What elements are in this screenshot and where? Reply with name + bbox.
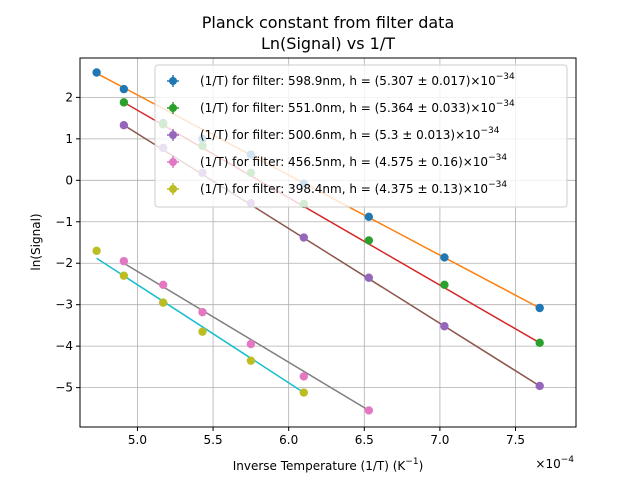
x-tick-label: 7.0	[430, 433, 449, 447]
legend-label-3: (1/T) for filter: 500.6nm, h = (5.3 ± 0.…	[200, 126, 500, 142]
plot-area-frame	[79, 57, 577, 428]
legend-label-2: (1/T) for filter: 551.0nm, h = (5.364 ± …	[200, 99, 515, 115]
legend: (1/T) for filter: 598.9nm, h = (5.307 ± …	[154, 64, 568, 208]
data-point-series-2	[535, 338, 544, 348]
y-tick-label: 1	[65, 132, 73, 146]
y-tick-label: −3	[55, 298, 73, 312]
y-axis-label: ln(Signal)	[29, 213, 43, 270]
data-point-series-1	[535, 303, 544, 313]
legend-label-5: (1/T) for filter: 398.4nm, h = (4.375 ± …	[200, 180, 507, 196]
data-point-series-3	[364, 273, 374, 282]
data-point-series-4	[299, 372, 309, 381]
data-point-series-1	[364, 212, 374, 221]
data-point-series-2	[364, 236, 374, 245]
fit-line-series-5	[96, 257, 305, 394]
data-point-series-5	[158, 298, 168, 307]
legend-marker-1	[169, 77, 177, 85]
data-point-series-1	[92, 68, 101, 77]
legend-marker-5	[169, 185, 177, 193]
data-point-series-5	[92, 246, 101, 255]
data-point-series-4	[364, 406, 374, 415]
x-tick-label: 6.5	[355, 433, 374, 447]
y-tick-label: 2	[65, 90, 73, 104]
data-point-series-5	[246, 356, 256, 365]
y-tick-label: −1	[55, 215, 73, 229]
data-point-series-3	[535, 381, 544, 391]
data-point-series-3	[119, 120, 129, 130]
data-point-series-3	[440, 322, 449, 331]
x-tick-label: 7.5	[506, 433, 525, 447]
data-point-series-4	[246, 339, 256, 349]
data-point-series-4	[119, 256, 129, 266]
data-point-series-4	[158, 280, 168, 289]
data-point-series-5	[299, 388, 309, 397]
data-point-series-5	[119, 271, 129, 280]
data-point-series-4	[198, 307, 207, 317]
data-point-series-2	[440, 280, 449, 289]
x-tick-label: 5.0	[128, 433, 147, 447]
x-tick-label: 6.0	[279, 433, 298, 447]
legend-box	[154, 64, 568, 208]
data-point-series-2	[119, 98, 129, 107]
y-tick-label: −5	[55, 381, 73, 395]
legend-marker-3	[169, 131, 177, 139]
chart-title-line-1: Planck constant from filter data	[202, 13, 455, 32]
y-tick-label: 0	[65, 173, 73, 187]
legend-label-4: (1/T) for filter: 456.5nm, h = (4.575 ± …	[200, 153, 507, 169]
data-point-series-1	[119, 84, 129, 94]
y-tick-label: −4	[55, 339, 73, 353]
x-axis-label: Inverse Temperature (1/T) (K−1)	[233, 457, 424, 473]
legend-marker-4	[169, 158, 177, 166]
chart-title-line-2: Ln(Signal) vs 1/T	[261, 34, 395, 53]
data-point-series-3	[299, 233, 309, 242]
x-axis-multiplier: ×10−4	[535, 455, 574, 471]
y-tick-label: −2	[55, 256, 73, 270]
data-point-series-1	[440, 253, 449, 262]
y-axis-ticks: 2 1 0 −1 −2 −3 −4 −5	[55, 90, 80, 395]
data-point-series-5	[198, 327, 207, 336]
x-axis-ticks: 5.0 5.5 6.0 6.5 7.0 7.5	[128, 427, 525, 447]
legend-marker-2	[169, 104, 177, 112]
x-tick-label: 5.5	[204, 433, 223, 447]
legend-label-1: (1/T) for filter: 598.9nm, h = (5.307 ± …	[200, 72, 515, 88]
